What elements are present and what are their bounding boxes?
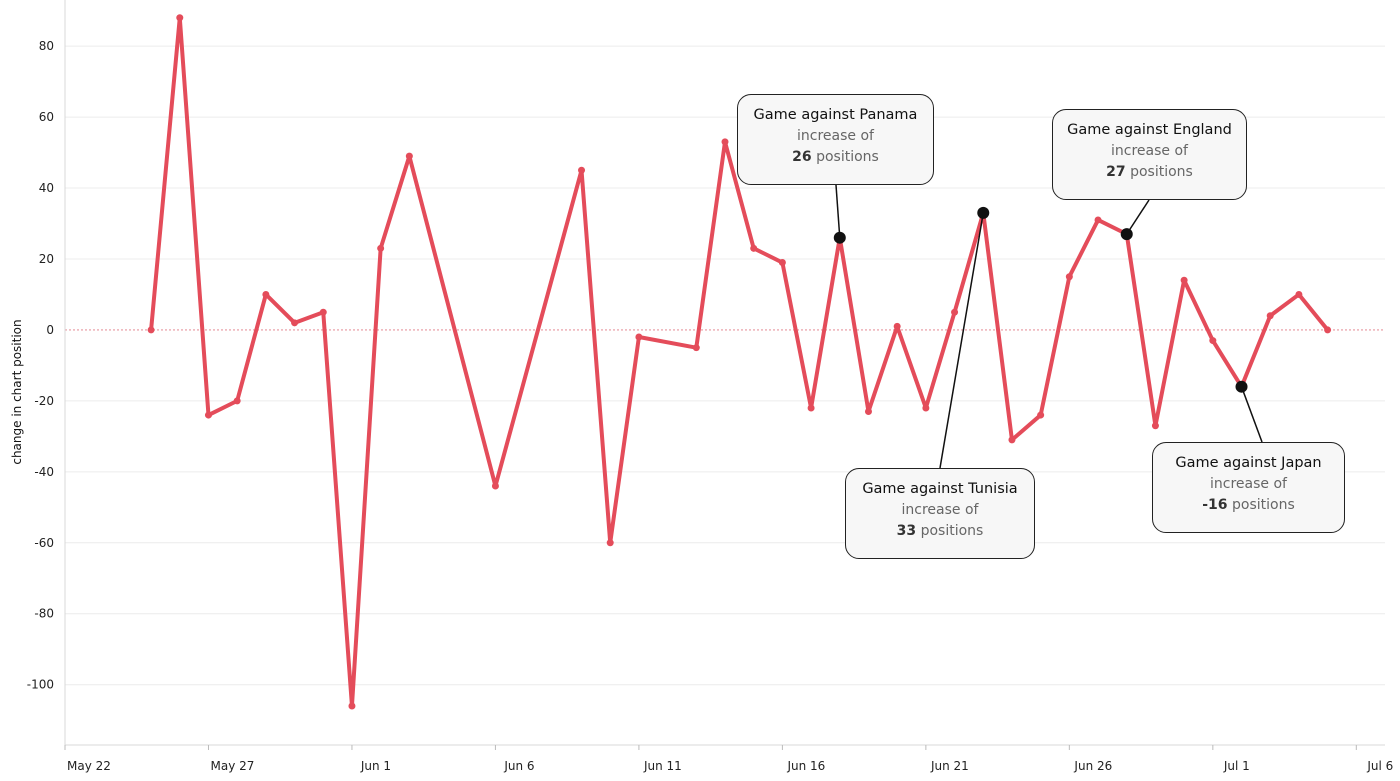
annotation-text: increase of — [797, 128, 874, 144]
x-tick-label: Jul 6 — [1366, 759, 1393, 773]
series-line-group — [147, 14, 1332, 710]
data-point — [377, 244, 385, 252]
data-point — [578, 166, 586, 174]
data-point — [1209, 337, 1217, 345]
y-tick-label: -60 — [34, 536, 54, 550]
x-tick-label: May 22 — [67, 759, 111, 773]
data-point — [233, 397, 241, 405]
y-tick-label: 0 — [46, 323, 54, 337]
data-point — [807, 404, 815, 412]
annotation-unit: positions — [920, 523, 984, 539]
annotation-leader-line — [835, 184, 841, 238]
annotation-leader-line — [1240, 386, 1263, 443]
y-tick-label: -80 — [34, 607, 54, 621]
annotation-text: increase of — [1210, 476, 1287, 492]
data-point — [1266, 312, 1274, 320]
data-point — [1008, 436, 1016, 444]
data-point — [204, 411, 212, 419]
y-tick-label: -40 — [34, 465, 54, 479]
annotation-value-line: -16 positions — [1153, 495, 1344, 516]
data-point — [893, 322, 901, 330]
annotation-title: Game against Japan — [1175, 455, 1322, 471]
gridlines — [65, 45, 1385, 686]
highlight-marker — [833, 231, 846, 244]
annotation-box: Game against England increase of 27 positi… — [1052, 109, 1247, 200]
y-tick-label: 20 — [39, 252, 54, 266]
annotation-value-line: 33 positions — [846, 521, 1034, 542]
annotation-box: Game against Panama increase of 26 positio… — [737, 94, 934, 185]
annotation-box: Game against Tunisia increase of 33 positi… — [845, 468, 1035, 559]
data-point — [176, 14, 184, 22]
data-point — [291, 319, 299, 327]
annotation-leader-line — [939, 212, 985, 469]
annotation-text: increase of — [901, 502, 979, 518]
annotation-value: 27 — [1106, 164, 1126, 180]
data-point — [750, 244, 758, 252]
x-tick-label: Jun 21 — [930, 759, 969, 773]
y-axis-title: change in chart position — [10, 319, 24, 464]
annotation-title: Game against England — [1067, 122, 1232, 138]
data-point — [319, 308, 327, 316]
data-point — [491, 482, 499, 490]
annotation-box: Game against Japan increase of -16 positio… — [1152, 442, 1345, 533]
highlight-marker — [1235, 380, 1248, 393]
data-point — [922, 404, 930, 412]
x-tick-label: Jun 1 — [360, 759, 391, 773]
data-point — [1065, 273, 1073, 281]
data-point — [147, 326, 155, 334]
data-point — [1094, 216, 1102, 224]
data-point — [348, 702, 356, 710]
highlight-markers — [833, 206, 1248, 393]
y-tick-label: 80 — [39, 39, 54, 53]
annotation-leader-lines — [835, 184, 1263, 469]
x-tick-label: Jun 6 — [503, 759, 534, 773]
annotation-leader-line — [1126, 199, 1150, 235]
data-point — [635, 333, 643, 341]
annotation-unit: positions — [816, 149, 879, 165]
data-point — [1324, 326, 1332, 334]
data-point — [1151, 422, 1159, 430]
highlight-marker — [977, 206, 990, 219]
data-point — [951, 308, 959, 316]
data-point — [405, 152, 413, 160]
annotation-text: increase of — [1111, 143, 1188, 159]
x-tick-label: Jul 1 — [1223, 759, 1250, 773]
annotation-value: -16 — [1202, 497, 1228, 513]
annotation-title: Game against Panama — [753, 107, 918, 123]
highlight-marker — [1120, 228, 1133, 241]
annotation-value-line: 26 positions — [738, 147, 933, 168]
data-point — [606, 539, 614, 547]
y-tick-label: 60 — [39, 110, 54, 124]
annotation-unit: positions — [1232, 497, 1295, 513]
annotation-title: Game against Tunisia — [862, 481, 1018, 497]
data-point — [692, 344, 700, 352]
data-point — [1180, 276, 1188, 284]
x-tick-label: May 27 — [211, 759, 255, 773]
data-point — [262, 290, 270, 298]
annotation-value: 33 — [896, 523, 917, 539]
x-tick-label: Jun 16 — [786, 759, 825, 773]
y-tick-label: 40 — [39, 181, 54, 195]
annotation-value: 26 — [792, 149, 812, 165]
annotation-value-line: 27 positions — [1053, 162, 1246, 183]
data-point — [778, 259, 786, 267]
data-point — [1037, 411, 1045, 419]
data-point — [721, 138, 729, 146]
data-point — [864, 408, 872, 416]
y-tick-label: -20 — [34, 394, 54, 408]
axes: 80 60 40 20 0 -20 -40 -60 -80 -100 May 22 May 27 Jun… — [27, 0, 1393, 773]
data-point — [1295, 290, 1303, 298]
annotation-unit: positions — [1130, 164, 1193, 180]
x-tick-label: Jun 26 — [1073, 759, 1112, 773]
y-tick-label: -100 — [27, 678, 54, 692]
x-tick-label: Jun 11 — [643, 759, 682, 773]
